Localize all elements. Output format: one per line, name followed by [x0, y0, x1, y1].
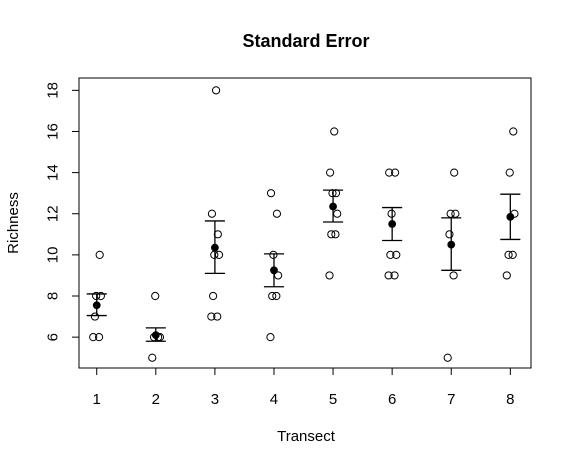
observation-point [449, 271, 458, 280]
mean-point [329, 202, 337, 211]
observation-point [325, 271, 334, 280]
y-tick-label: 10 [44, 247, 61, 264]
mean-point [270, 266, 278, 275]
observation-point [272, 291, 281, 301]
x-tick-label: 4 [270, 391, 278, 408]
plot-frame [78, 77, 532, 369]
mean-point [388, 220, 397, 228]
y-axis: 6 8 10 12 14 16 18 [44, 82, 79, 341]
y-axis-label: Richness [5, 192, 22, 254]
observation-point [151, 291, 160, 301]
observation-point [392, 250, 401, 259]
mean-points [92, 202, 515, 339]
observation-point [385, 168, 394, 177]
observation-points [89, 86, 519, 362]
chart-title: Standard Error [242, 31, 369, 51]
observation-point [207, 209, 217, 218]
mean-point [151, 331, 160, 339]
observation-point [386, 250, 395, 259]
observation-point [502, 271, 511, 280]
observation-point [266, 333, 275, 342]
x-axis: 1 2 3 4 5 6 7 8 [93, 368, 514, 408]
y-tick-label: 16 [44, 123, 61, 140]
observation-point [94, 333, 104, 342]
observation-point [266, 189, 276, 198]
x-axis-label: Transect [277, 428, 336, 445]
x-tick-label: 6 [388, 391, 396, 408]
observation-point [504, 250, 513, 259]
mean-point [92, 301, 101, 310]
observation-point [268, 291, 277, 301]
observation-point [326, 168, 335, 177]
x-tick-label: 8 [506, 391, 514, 408]
observation-point [333, 209, 342, 218]
y-tick-label: 12 [44, 205, 61, 222]
x-tick-label: 2 [152, 391, 160, 408]
mean-point [506, 212, 515, 221]
observation-point [505, 168, 514, 177]
observation-point [450, 168, 459, 177]
observation-point [209, 291, 218, 301]
observation-point [95, 250, 104, 259]
observation-point [331, 230, 340, 239]
observation-point [330, 127, 339, 136]
x-tick-label: 3 [211, 391, 219, 408]
observation-point [213, 312, 222, 321]
observation-point [272, 209, 282, 218]
y-tick-label: 8 [44, 292, 61, 300]
observation-point [211, 86, 221, 95]
y-tick-label: 14 [44, 164, 61, 181]
y-tick-label: 18 [44, 82, 61, 99]
observation-point [207, 312, 216, 321]
observation-point [446, 209, 455, 218]
observation-point [384, 271, 393, 280]
mean-point [447, 240, 456, 249]
observation-point [327, 230, 336, 239]
x-tick-label: 5 [329, 391, 337, 408]
mean-point [210, 243, 219, 252]
observation-point [445, 230, 454, 239]
observation-point [391, 168, 400, 177]
observation-point [148, 353, 157, 362]
error-bars [86, 189, 521, 342]
x-tick-label: 7 [447, 391, 455, 408]
observation-point [390, 271, 399, 280]
observation-point [509, 127, 518, 136]
y-tick-label: 6 [44, 333, 61, 341]
observation-point [90, 312, 100, 321]
observation-point [443, 353, 452, 362]
x-tick-label: 1 [93, 391, 101, 408]
observation-point [508, 250, 517, 259]
observation-point [89, 333, 98, 342]
